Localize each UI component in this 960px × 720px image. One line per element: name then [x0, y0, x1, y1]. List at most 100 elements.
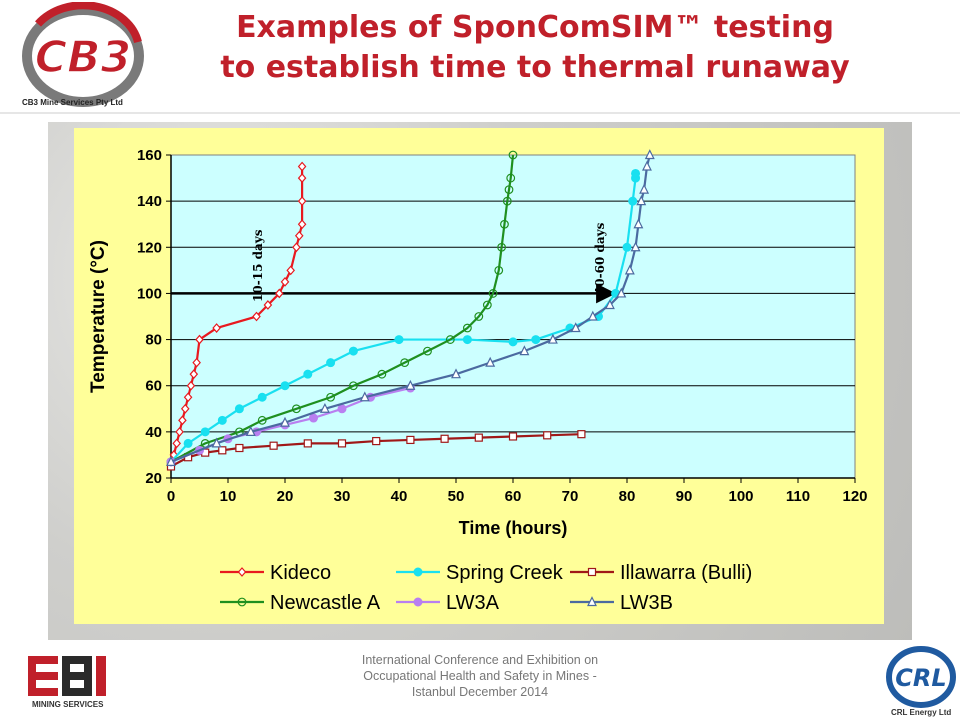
data-point	[508, 150, 518, 160]
data-point	[628, 196, 638, 206]
data-point	[440, 434, 449, 443]
data-point	[326, 358, 336, 368]
legend-marker	[413, 567, 423, 577]
data-point	[292, 242, 301, 253]
annotation-label: 40-60 days	[593, 222, 607, 295]
data-point	[644, 149, 655, 160]
data-point	[280, 276, 290, 287]
data-point	[326, 392, 336, 402]
x-tick-label: 0	[167, 488, 175, 505]
data-point	[180, 403, 190, 414]
data-point	[485, 356, 496, 367]
mining-services-caption: MINING SERVICES	[32, 700, 104, 709]
legend-label: Illawarra (Bulli)	[620, 562, 752, 584]
data-point	[377, 369, 387, 379]
data-point	[463, 323, 472, 333]
data-point	[303, 439, 312, 448]
x-tick-label: 90	[676, 488, 693, 505]
data-point	[297, 173, 307, 183]
data-point	[631, 168, 641, 178]
data-point	[400, 358, 410, 368]
data-point	[275, 288, 284, 299]
legend-marker	[237, 567, 247, 577]
data-point	[186, 380, 196, 391]
data-point	[394, 335, 404, 345]
data-point	[166, 456, 176, 466]
legend-marker	[587, 596, 597, 607]
data-point	[235, 443, 244, 453]
data-point	[263, 300, 273, 310]
legend-marker	[587, 567, 597, 577]
data-point	[269, 441, 278, 450]
x-tick-label: 30	[334, 488, 351, 505]
data-point	[406, 435, 415, 445]
chart-container: 20 40 60 80 100 120 140 160 0 10 20 30 40 50 60 70 80 90 1…	[74, 128, 884, 624]
data-point	[639, 183, 650, 194]
cb3-logo: CB3	[22, 2, 144, 107]
data-point	[178, 415, 187, 426]
data-point	[423, 346, 432, 356]
data-point	[309, 413, 318, 423]
data-point	[297, 219, 307, 230]
plot-area	[170, 154, 856, 479]
footer-line-2: Occupational Health and Safety in Mines …	[363, 669, 597, 683]
data-point	[252, 311, 261, 322]
x-tick-label: 10	[220, 488, 237, 505]
data-point	[445, 335, 455, 344]
data-point	[280, 381, 290, 391]
data-point	[303, 369, 313, 379]
data-point	[622, 242, 632, 252]
header-divider	[0, 112, 960, 114]
crl-energy-caption: CRL Energy Ltd	[891, 708, 952, 717]
slide-title: Examples of SponComSIM™ testing to estab…	[150, 8, 920, 88]
title-line-1: Examples of SponComSIM™ testing	[236, 10, 834, 45]
y-tick-label: 100	[137, 285, 162, 302]
data-point	[372, 436, 381, 446]
data-point	[630, 241, 641, 252]
data-point	[508, 432, 518, 441]
footer-text: International Conference and Exhibition …	[325, 652, 635, 700]
data-point	[217, 415, 227, 425]
series-line	[170, 154, 515, 463]
legend-label: Newcastle A	[270, 592, 381, 614]
data-point	[286, 265, 295, 276]
x-tick-label: 20	[277, 488, 294, 505]
annotation-label: 10-15 days	[251, 229, 265, 302]
y-tick-label: 120	[137, 239, 162, 256]
data-point	[519, 345, 530, 356]
legend-label: Kideco	[270, 562, 331, 584]
legend-label: LW3B	[620, 592, 673, 614]
data-point	[192, 357, 201, 368]
data-point	[257, 415, 267, 425]
y-tick-label: 80	[145, 332, 162, 349]
data-point	[570, 322, 581, 333]
data-point	[319, 402, 330, 413]
data-point	[280, 416, 290, 427]
y-tick-label: 40	[145, 424, 162, 441]
y-tick-label: 160	[137, 147, 162, 164]
data-point	[587, 310, 598, 321]
data-point	[195, 334, 204, 345]
data-point	[462, 335, 472, 345]
data-point	[172, 438, 181, 449]
y-tick-label: 20	[145, 470, 162, 487]
series-line	[170, 154, 651, 463]
legend-marker	[237, 597, 247, 607]
legend-label: LW3A	[446, 592, 500, 614]
data-point	[297, 196, 307, 207]
data-point	[531, 335, 541, 345]
data-point	[633, 218, 644, 229]
y-tick-label: 140	[137, 193, 162, 210]
x-tick-label: 50	[448, 488, 465, 505]
data-point	[624, 264, 635, 275]
y-tick-label: 60	[145, 378, 162, 395]
data-point	[547, 333, 558, 344]
data-point	[482, 300, 492, 310]
data-point	[488, 289, 498, 298]
data-point	[497, 242, 507, 252]
svg-text:CRL: CRL	[895, 664, 946, 692]
x-tick-label: 120	[842, 488, 867, 505]
data-point	[405, 379, 416, 390]
data-point	[474, 312, 484, 321]
data-point	[218, 446, 227, 455]
